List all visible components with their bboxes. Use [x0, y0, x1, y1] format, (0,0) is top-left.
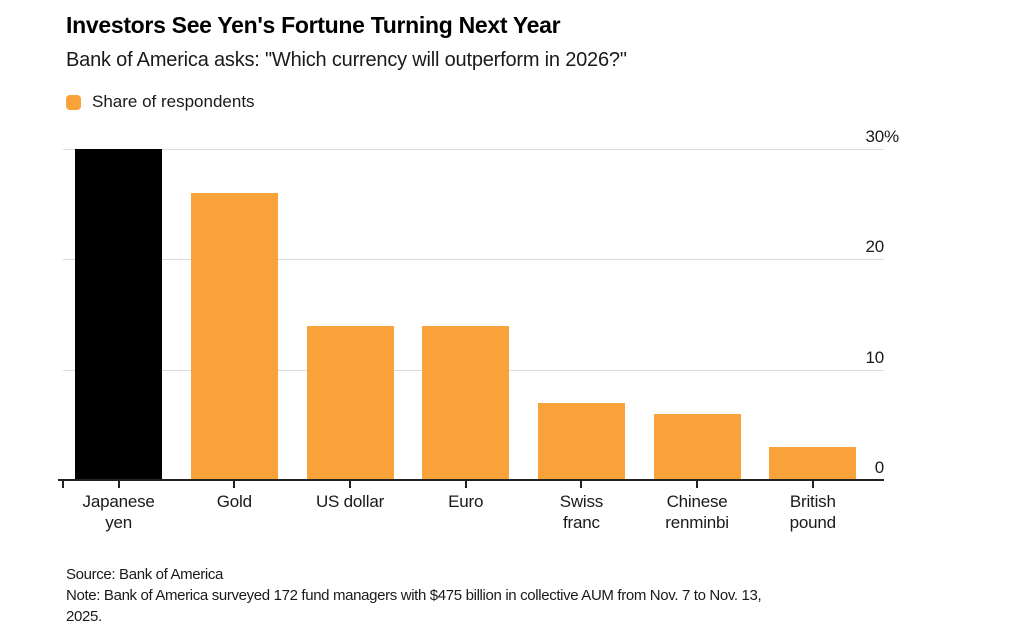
source-line: Source: Bank of America: [66, 566, 224, 583]
bar-us-dollar: [306, 325, 394, 480]
x-label-gold: Gold: [216, 492, 252, 511]
legend: Share of respondents: [66, 92, 255, 112]
bar-japanese-yen: [75, 149, 163, 480]
chart-title: Investors See Yen's Fortune Turning Next…: [66, 12, 561, 38]
y-label-10: 10: [865, 347, 884, 367]
x-label-swiss-franc: Swiss franc: [559, 492, 604, 532]
x-axis-tick: [696, 481, 699, 488]
x-axis-tick: [811, 481, 814, 488]
footer: Source: Bank of America Note: Bank of Am…: [66, 564, 951, 627]
legend-swatch-icon: [66, 94, 81, 110]
bar-british-pound: [769, 446, 857, 480]
x-label-euro: Euro: [448, 492, 484, 511]
x-axis-line: [58, 479, 884, 481]
x-axis-tick: [62, 481, 64, 488]
x-axis-tick: [117, 481, 120, 488]
x-label-us-dollar: US dollar: [315, 492, 385, 511]
x-label-japanese-yen: Japanese yen: [82, 492, 155, 532]
gridline-20: [63, 259, 884, 261]
x-label-british-pound: British pound: [789, 492, 836, 532]
y-label-20: 20: [865, 237, 884, 257]
y-label-30: 30%: [865, 127, 899, 146]
bar-swiss-franc: [537, 402, 625, 480]
x-label-chinese-renminbi: Chinese renminbi: [665, 492, 729, 532]
plot-area: [63, 149, 884, 480]
legend-label: Share of respondents: [92, 92, 255, 111]
gridline-30: [63, 149, 884, 150]
note-line: Note: Bank of America surveyed 172 fund …: [66, 587, 762, 625]
y-label-unit: %: [884, 127, 899, 146]
chart-subtitle: Bank of America asks: "Which currency wi…: [66, 49, 627, 71]
x-axis-tick: [233, 481, 236, 488]
y-label-0: 0: [874, 458, 884, 477]
x-axis-tick: [580, 481, 583, 488]
bar-chinese-renminbi: [653, 413, 741, 480]
x-axis-tick: [349, 481, 351, 488]
x-axis-tick: [464, 481, 467, 488]
bar-gold: [190, 193, 278, 480]
bar-euro: [422, 325, 510, 480]
